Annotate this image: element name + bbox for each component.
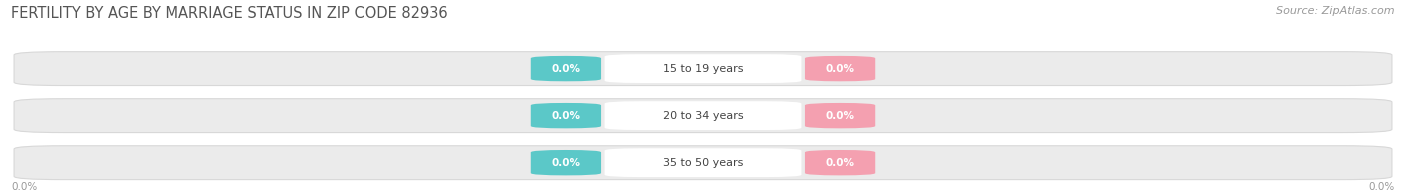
FancyBboxPatch shape xyxy=(806,103,875,128)
FancyBboxPatch shape xyxy=(14,52,1392,85)
Text: 0.0%: 0.0% xyxy=(825,158,855,168)
Text: 0.0%: 0.0% xyxy=(551,64,581,74)
Text: FERTILITY BY AGE BY MARRIAGE STATUS IN ZIP CODE 82936: FERTILITY BY AGE BY MARRIAGE STATUS IN Z… xyxy=(11,6,449,21)
Text: 0.0%: 0.0% xyxy=(551,158,581,168)
FancyBboxPatch shape xyxy=(14,99,1392,132)
FancyBboxPatch shape xyxy=(531,150,602,175)
FancyBboxPatch shape xyxy=(531,56,602,81)
Text: 35 to 50 years: 35 to 50 years xyxy=(662,158,744,168)
FancyBboxPatch shape xyxy=(14,146,1392,180)
Text: 0.0%: 0.0% xyxy=(1368,182,1395,192)
FancyBboxPatch shape xyxy=(531,103,602,128)
FancyBboxPatch shape xyxy=(605,54,801,83)
FancyBboxPatch shape xyxy=(605,148,801,177)
Text: 20 to 34 years: 20 to 34 years xyxy=(662,111,744,121)
Text: 0.0%: 0.0% xyxy=(825,111,855,121)
FancyBboxPatch shape xyxy=(806,56,875,81)
FancyBboxPatch shape xyxy=(605,101,801,130)
Text: 0.0%: 0.0% xyxy=(825,64,855,74)
Text: Source: ZipAtlas.com: Source: ZipAtlas.com xyxy=(1277,6,1395,16)
Text: 15 to 19 years: 15 to 19 years xyxy=(662,64,744,74)
FancyBboxPatch shape xyxy=(806,150,875,175)
Text: 0.0%: 0.0% xyxy=(551,111,581,121)
Text: 0.0%: 0.0% xyxy=(11,182,38,192)
